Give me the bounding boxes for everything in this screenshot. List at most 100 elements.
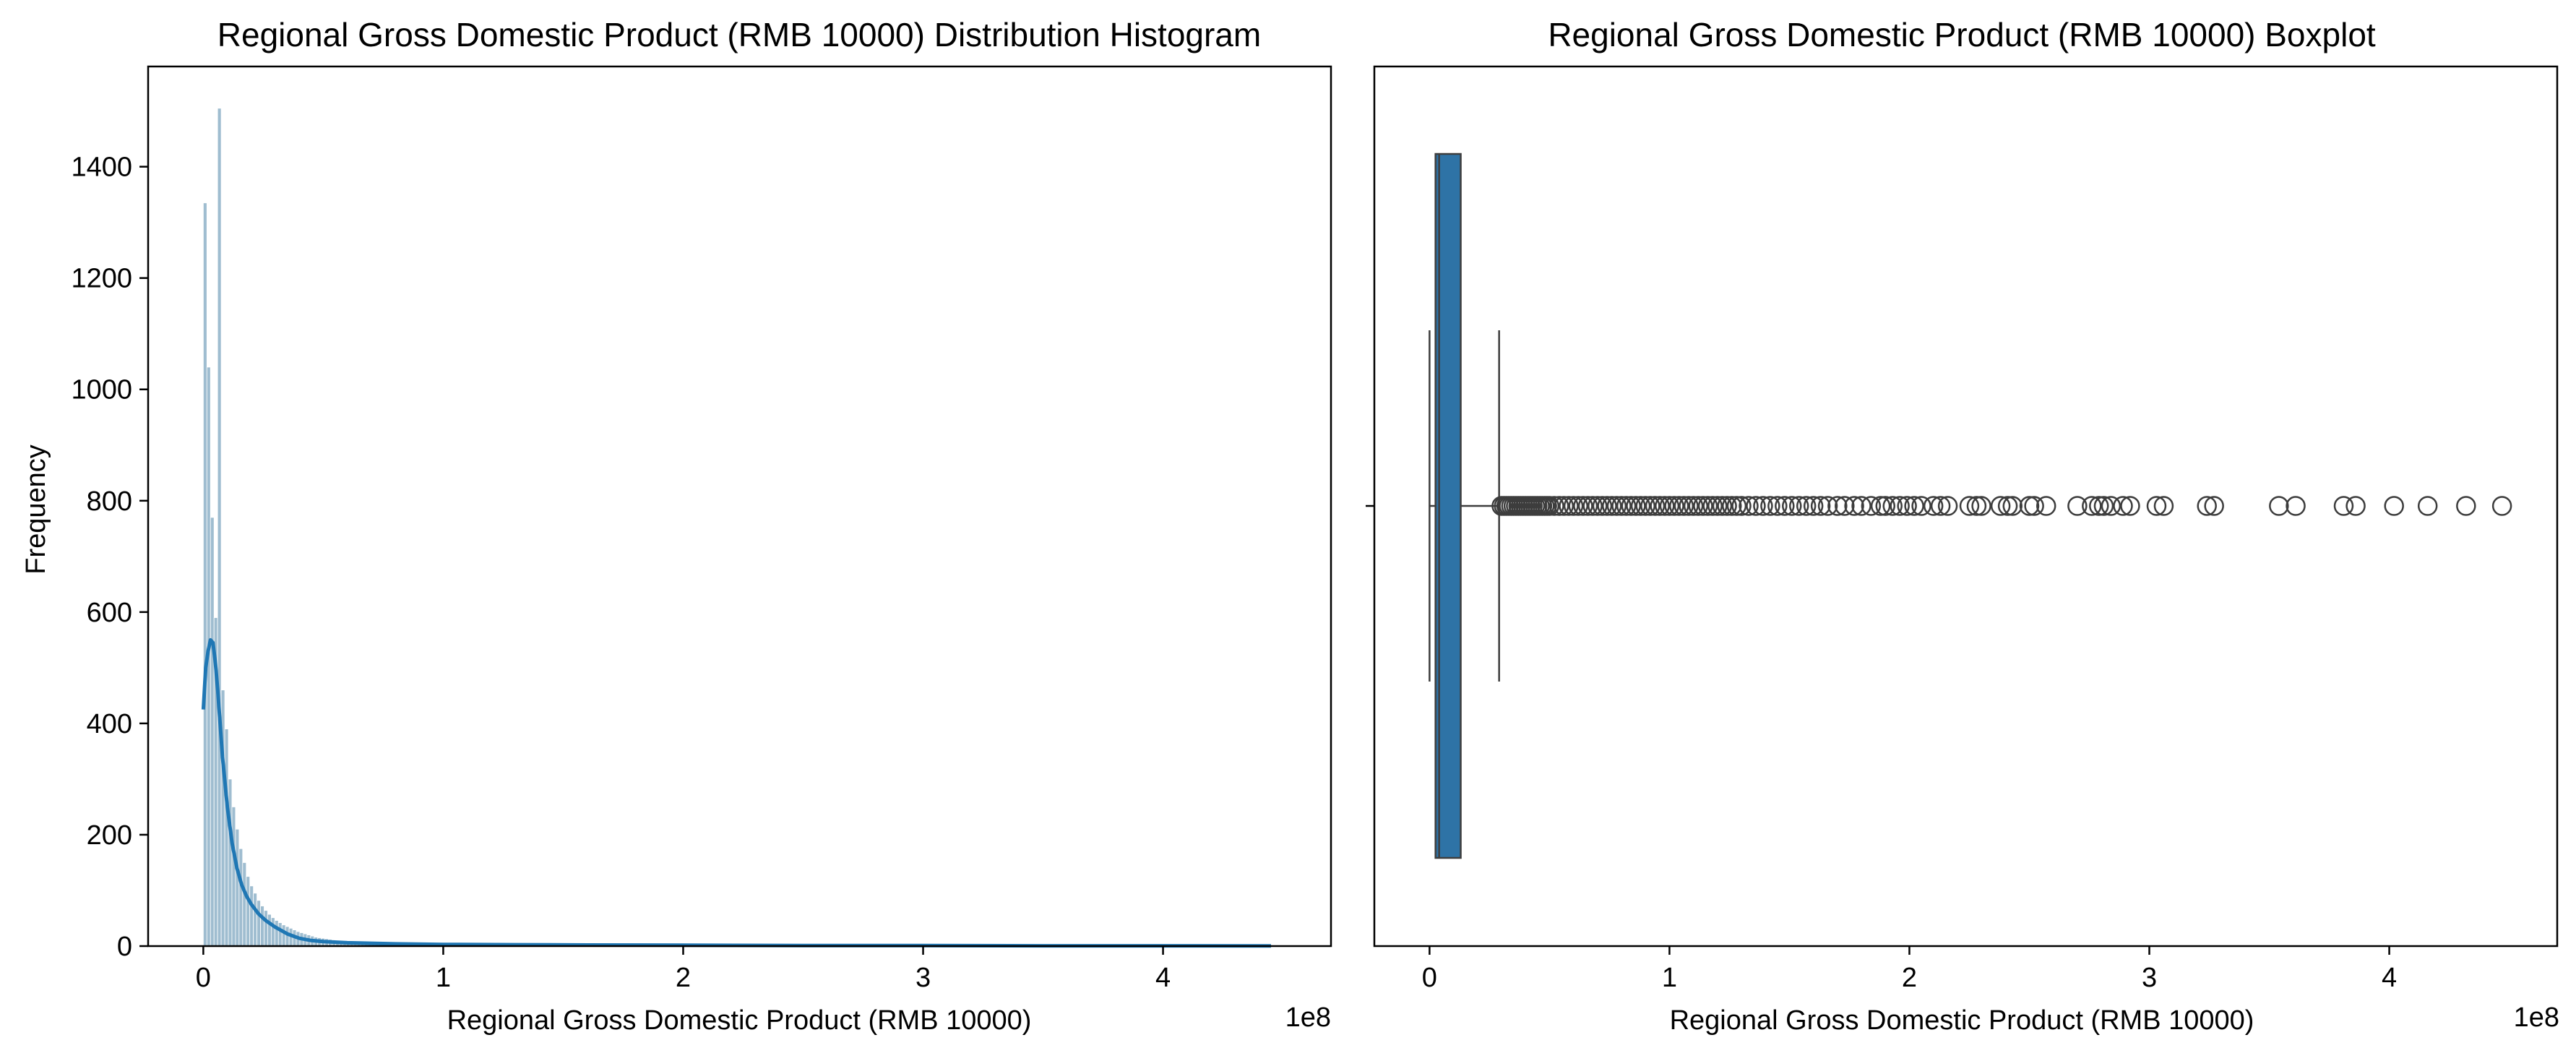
outlier-point <box>2067 496 2088 516</box>
outlier-point <box>1923 496 1944 516</box>
boxplot-x-tick-label: 0 <box>1422 963 1437 993</box>
outlier-point <box>2197 496 2217 516</box>
outlier-point <box>2093 496 2114 516</box>
outlier-point <box>2002 496 2023 516</box>
histogram-bar <box>202 202 207 947</box>
histogram-bar <box>217 108 222 947</box>
histogram-bar <box>210 517 215 947</box>
outlier-point <box>1775 496 1795 516</box>
outlier-point <box>1611 496 1632 516</box>
outlier-point <box>2286 496 2306 516</box>
boxplot-x-offset-label: 1e8 <box>2514 1002 2559 1033</box>
outlier-point <box>1588 496 1608 516</box>
histogram-bar <box>246 876 251 947</box>
histogram-y-ticks: 0 200 400 600 800 1000 1200 1400 <box>71 153 148 962</box>
outlier-point <box>1746 496 1766 516</box>
outlier-point <box>1554 496 1575 516</box>
outlier-point <box>1966 496 1987 516</box>
outlier-point <box>1592 496 1613 516</box>
outlier-point <box>2024 496 2044 516</box>
histogram-y-tick-label: 400 <box>87 709 132 739</box>
outlier-point <box>1539 496 1560 516</box>
outlier-point <box>2082 496 2102 516</box>
histogram-bar <box>260 906 264 947</box>
histogram-bar <box>228 778 233 947</box>
histogram-x-axis-label: Regional Gross Domestic Product (RMB 100… <box>447 1005 1032 1036</box>
outlier-point <box>2417 496 2438 516</box>
outlier-point <box>2146 496 2167 516</box>
outlier-point <box>1767 496 1788 516</box>
outlier-point <box>1870 496 1891 516</box>
outlier-point <box>1563 496 1584 516</box>
boxplot-x-axis-label: Regional Gross Domestic Product (RMB 100… <box>1670 1005 2254 1036</box>
outlier-point <box>1959 496 1980 516</box>
histogram-bar <box>231 807 236 947</box>
histogram-bar <box>242 862 247 947</box>
outlier-point <box>1693 496 1713 516</box>
outlier-point <box>1890 496 1910 516</box>
histogram-y-tick-label: 1200 <box>71 264 132 294</box>
outlier-point <box>1673 496 1694 516</box>
histogram-bar <box>253 893 257 947</box>
outlier-point <box>2333 496 2354 516</box>
outlier-point <box>1726 496 1747 516</box>
histogram-x-tick-label: 1 <box>436 963 451 993</box>
outlier-point <box>2153 496 2174 516</box>
outlier-point <box>1788 496 1809 516</box>
outlier-point <box>1782 496 1802 516</box>
outlier-point <box>1621 496 1642 516</box>
histogram-bar <box>235 828 240 947</box>
histogram-x-tick-label: 0 <box>196 963 211 993</box>
outlier-point <box>1904 496 1924 516</box>
outlier-point <box>1601 496 1622 516</box>
outlier-point <box>1640 496 1660 516</box>
outlier-point <box>1679 496 1699 516</box>
outlier-point <box>2345 496 2366 516</box>
boxplot-x-tick-label: 4 <box>2382 963 2397 993</box>
histogram-bar <box>264 910 268 947</box>
histogram-bar <box>277 922 283 947</box>
histogram-bar <box>257 900 261 947</box>
outlier-point <box>1548 496 1569 516</box>
outlier-point <box>1707 496 1728 516</box>
outlier-point <box>1803 496 1824 516</box>
outlier-point <box>1739 496 1759 516</box>
histogram-panel: Regional Gross Domestic Product (RMB 100… <box>21 16 1332 1036</box>
boxplot-box <box>1429 153 1500 859</box>
boxplot-x-tick-label: 2 <box>1902 963 1917 993</box>
outlier-point <box>1835 496 1855 516</box>
outlier-point <box>1577 496 1598 516</box>
histogram-y-tick-label: 200 <box>87 820 132 851</box>
outlier-point <box>1810 496 1831 516</box>
histogram-bar <box>267 914 272 947</box>
outlier-point <box>1635 496 1655 516</box>
histogram-x-offset-label: 1e8 <box>1285 1002 1331 1033</box>
outlier-point <box>2113 496 2133 516</box>
outlier-point <box>1597 496 1617 516</box>
histogram-bar <box>249 885 254 947</box>
outlier-point <box>1722 496 1742 516</box>
histogram-bars <box>202 108 418 947</box>
histogram-bar <box>285 926 290 947</box>
outlier-point <box>1875 496 1896 516</box>
outlier-point <box>1851 496 1871 516</box>
outlier-point <box>1616 496 1637 516</box>
outlier-point <box>1717 496 1737 516</box>
outlier-point <box>1559 496 1579 516</box>
outlier-point <box>1844 496 1864 516</box>
boxplot-x-ticks: 0 1 2 3 4 <box>1422 946 2397 993</box>
outlier-point <box>1817 496 1838 516</box>
histogram-x-ticks: 0 1 2 3 4 <box>196 946 1171 993</box>
histogram-y-tick-label: 1400 <box>71 153 132 183</box>
outlier-point <box>1861 496 1882 516</box>
boxplot-x-tick-label: 1 <box>1662 963 1677 993</box>
histogram-y-tick-label: 600 <box>87 598 132 628</box>
histogram-y-tick-label: 0 <box>117 932 132 962</box>
histogram-bar <box>270 917 275 947</box>
histogram-bar <box>281 924 286 947</box>
outlier-point <box>2204 496 2224 516</box>
outlier-point <box>1606 496 1627 516</box>
outlier-point <box>1882 496 1903 516</box>
outlier-point <box>1544 496 1564 516</box>
